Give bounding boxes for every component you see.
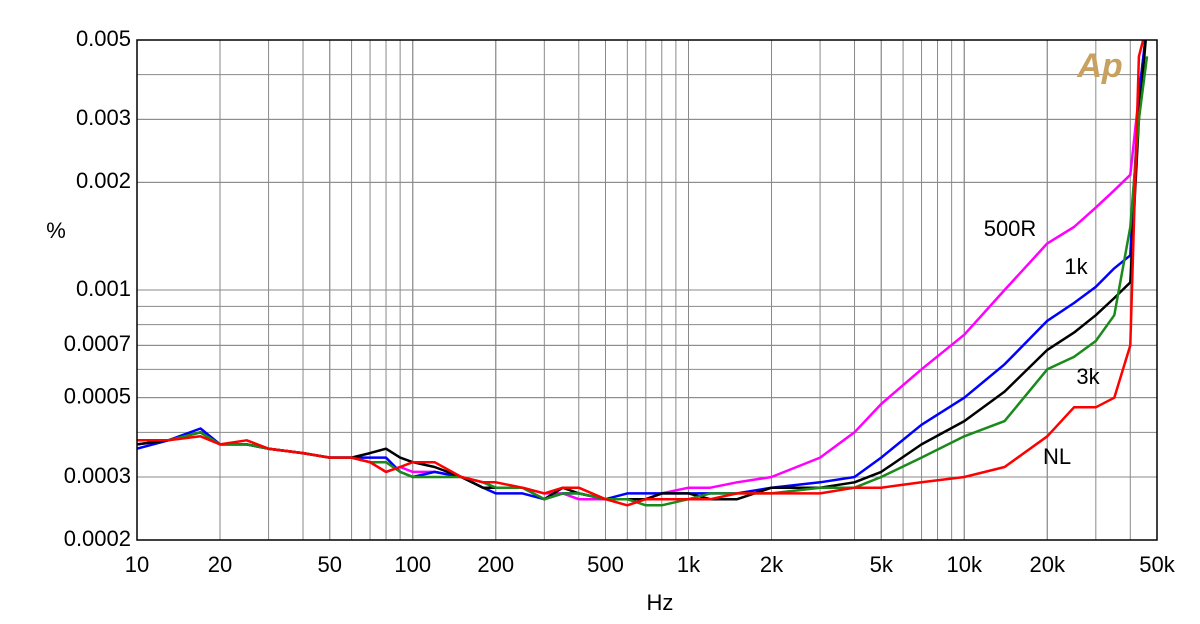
- y-tick-label: 0.0003: [64, 463, 131, 488]
- series-label: 1k: [1064, 254, 1088, 279]
- y-axis-label: %: [46, 218, 66, 243]
- x-tick-label: 2k: [760, 552, 784, 577]
- plot-lines: [137, 40, 1149, 507]
- x-axis-label: Hz: [647, 590, 674, 615]
- series-line: [137, 40, 1145, 507]
- plot-border: [136, 39, 1158, 541]
- x-tick-label: 50: [318, 552, 342, 577]
- x-tick-label: 5k: [870, 552, 894, 577]
- x-tick-label: 1k: [677, 552, 701, 577]
- y-tick-label: 0.002: [76, 168, 131, 193]
- x-tick-label: 100: [394, 552, 431, 577]
- y-tick-label: 0.005: [76, 26, 131, 51]
- y-tick-label: 0.0005: [64, 383, 131, 408]
- y-tick-label: 0.0007: [64, 331, 131, 356]
- series-label: 500R: [984, 216, 1037, 241]
- x-tick-label: 20k: [1030, 552, 1066, 577]
- x-tick-label: 10: [125, 552, 149, 577]
- y-tick-label: 0.003: [76, 105, 131, 130]
- x-tick-label: 50k: [1139, 552, 1175, 577]
- x-tick-label: 500: [587, 552, 624, 577]
- series-label: NL: [1043, 444, 1071, 469]
- logo: Ap: [1076, 47, 1122, 85]
- x-tick-label: 10k: [947, 552, 983, 577]
- y-tick-label: 0.001: [76, 276, 131, 301]
- series-label: 3k: [1076, 364, 1100, 389]
- y-tick-label: 0.0002: [64, 526, 131, 551]
- x-tick-label: 20: [208, 552, 232, 577]
- x-tick-label: 200: [477, 552, 514, 577]
